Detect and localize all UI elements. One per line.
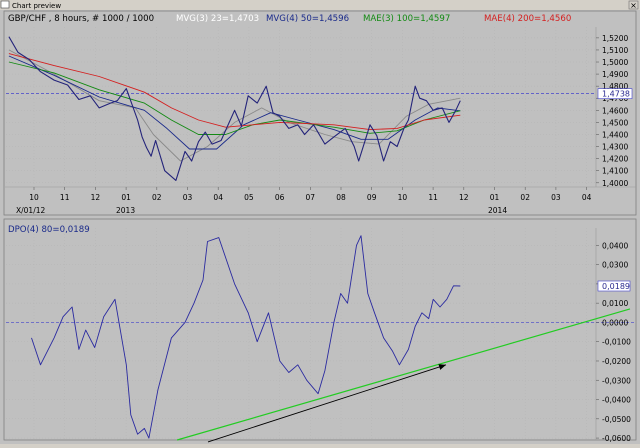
x-tick-label: 01	[121, 193, 131, 202]
x-tick-label: 04	[213, 193, 223, 202]
x-tick-label: 01	[490, 193, 500, 202]
x-ticks: 10 11 12 01 02 03 04 05 06 07 08 09 10 11 12 01 02 03 04	[29, 187, 592, 202]
dpo-y-tick-label: -0,0600	[602, 434, 631, 443]
dpo-y-tick-label: -0,0100	[602, 338, 631, 347]
year-label-2013: 2013	[116, 206, 135, 215]
price-y-ticks: 1,52001,51001,50001,49001,48001,47001,46…	[596, 34, 628, 188]
x-tick-label: 10	[29, 193, 39, 202]
x-tick-label: 02	[152, 193, 162, 202]
dpo-arrow-head	[438, 364, 446, 370]
price-y-tick-label: 1,4100	[602, 167, 628, 176]
price-y-tick-label: 1,4900	[602, 70, 628, 79]
x-tick-label: 11	[428, 193, 438, 202]
price-current-label-box	[597, 88, 633, 99]
price-y-tick-label: 1,4000	[602, 179, 628, 188]
x-tick-label: 12	[91, 193, 101, 202]
price-y-tick-label: 1,5000	[602, 58, 628, 67]
x-tick-label: 11	[60, 193, 70, 202]
x-tick-label: 06	[275, 193, 285, 202]
x-tick-label: 07	[306, 193, 316, 202]
year-label-start: X/01/12	[16, 206, 46, 215]
price-chart-title: GBP/CHF , 8 hours, # 1000 / 1000	[8, 14, 154, 24]
series-line-price	[8, 36, 461, 181]
price-pane-frame	[3, 10, 637, 216]
dpo-current-label-box	[597, 280, 631, 292]
dpo-series-group	[6, 235, 636, 443]
price-y-tick-label: 1,4400	[602, 130, 628, 139]
close-icon[interactable]: ×	[630, 1, 637, 10]
legend-mae3: MAE(3) 100=1,4597	[363, 14, 450, 24]
series-line-mvg3	[8, 49, 461, 162]
x-tick-label: 08	[336, 193, 346, 202]
series-line-dpo	[31, 235, 461, 439]
x-tick-label: 10	[398, 193, 408, 202]
price-y-tick-label: 1,5100	[602, 46, 628, 55]
app-icon	[0, 0, 10, 9]
dpo-y-tick-label: -0,0200	[602, 357, 631, 366]
price-current-label: 1,4738	[602, 90, 630, 99]
x-tick-label: 12	[459, 193, 469, 202]
dpo-trendline	[176, 308, 631, 441]
year-label-2014: 2014	[488, 206, 507, 215]
x-tick-label: 03	[551, 193, 561, 202]
price-y-tick-label: 1,4800	[602, 82, 628, 91]
x-tick-label: 04	[582, 193, 592, 202]
price-series-group	[6, 36, 596, 181]
legend-mvg3: MVG(3) 23=1,4703	[176, 14, 259, 24]
dpo-y-tick-label: -0,0300	[602, 376, 631, 385]
price-y-tick-label: 1,4300	[602, 143, 628, 152]
series-line-mae4	[8, 53, 461, 131]
x-tick-label: 03	[183, 193, 193, 202]
legend-mae4: MAE(4) 200=1,4560	[484, 14, 571, 24]
dpo-pane-frame	[3, 218, 637, 441]
series-line-mvg4	[8, 55, 461, 150]
dpo-y-tick-label: -0,0500	[602, 415, 631, 424]
dpo-chart-title: DPO(4) 80=0,0189	[8, 225, 90, 235]
price-y-tick-label: 1,4200	[602, 155, 628, 164]
dpo-y-tick-label: 0,0400	[602, 241, 628, 250]
x-tick-label: 05	[244, 193, 254, 202]
price-y-tick-label: 1,4600	[602, 106, 628, 115]
legend-mvg4: MVG(4) 50=1,4596	[266, 14, 349, 24]
window-title: Chart preview	[12, 2, 61, 10]
dpo-y-tick-label: 0,0300	[602, 261, 628, 270]
x-tick-label: 02	[520, 193, 530, 202]
dpo-y-tick-label: -0,0400	[602, 396, 631, 405]
dpo-y-tick-label: 0,0100	[602, 299, 628, 308]
dpo-arrow-line	[207, 364, 447, 443]
dpo-y-tick-label: 0,0000	[602, 318, 628, 327]
price-y-tick-label: 1,5200	[602, 34, 628, 43]
close-button[interactable]	[628, 0, 639, 10]
dpo-current-label: 0,0189	[602, 282, 630, 291]
title-bar	[0, 0, 640, 10]
x-tick-label: 09	[367, 193, 377, 202]
price-y-tick-label: 1,4500	[602, 118, 628, 127]
